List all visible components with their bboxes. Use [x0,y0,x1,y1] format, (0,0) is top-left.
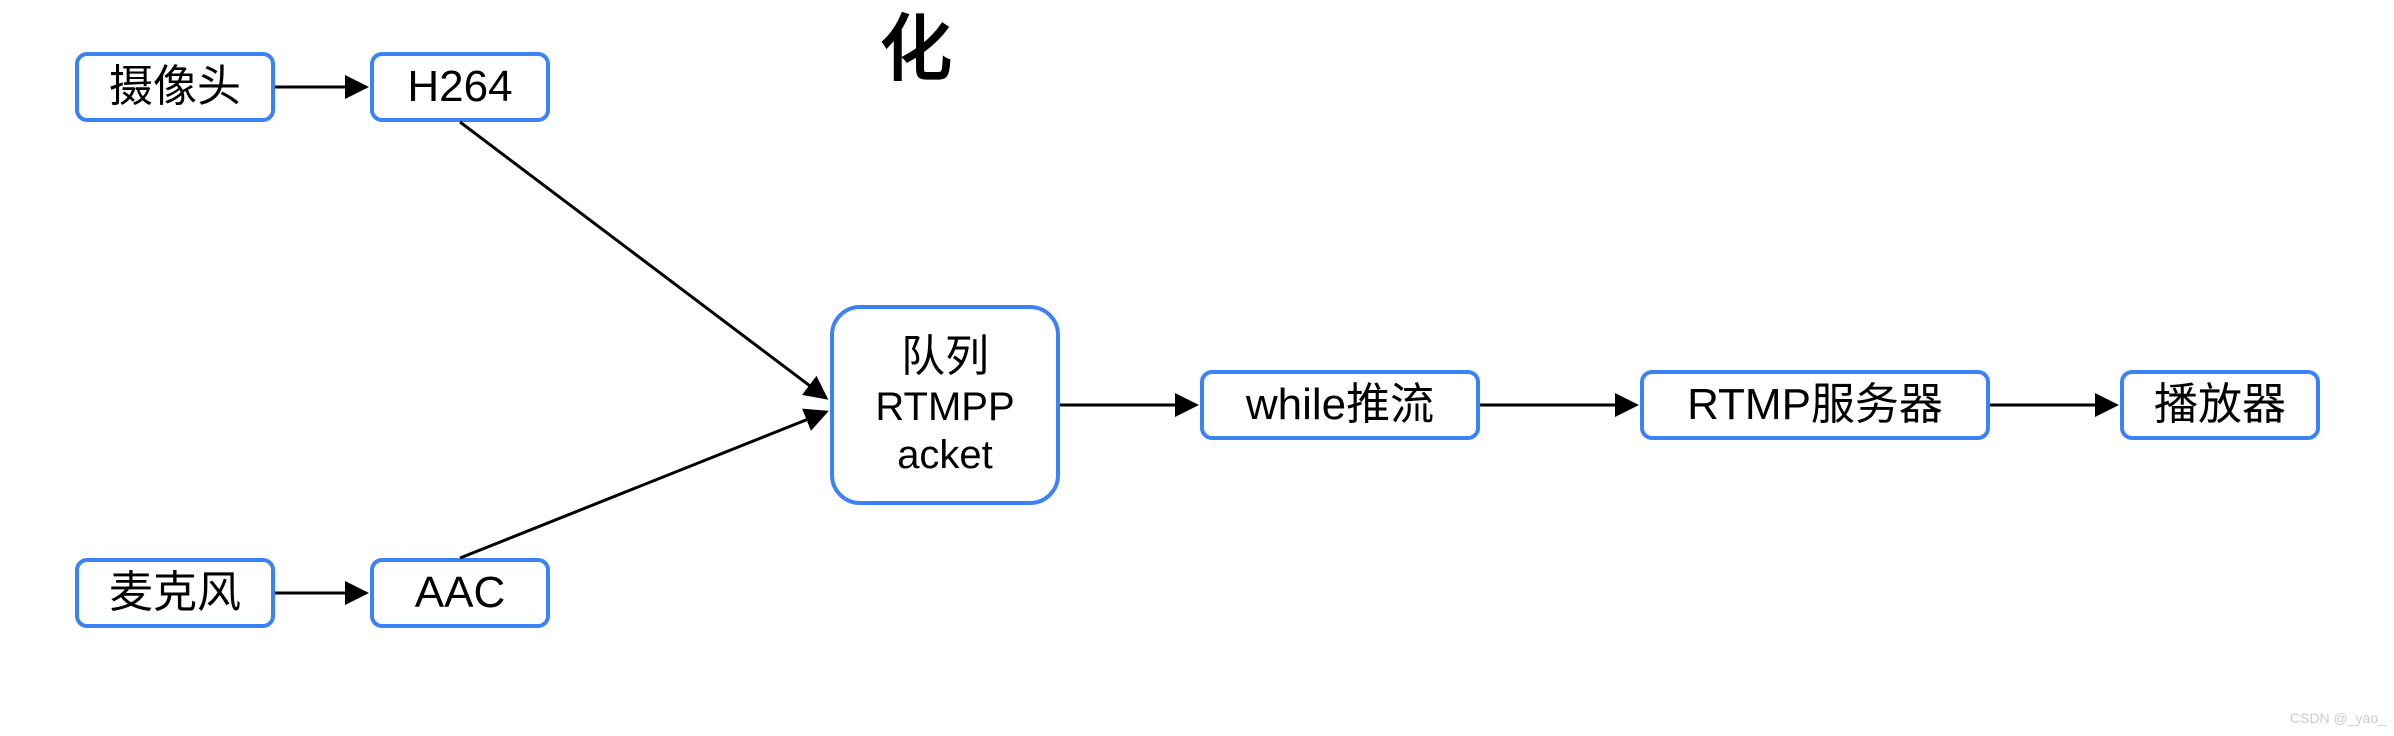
edge-aac-queue [460,412,826,558]
node-player-label: 播放器 [2154,379,2286,432]
node-camera-label: 摄像头 [109,61,241,114]
node-while-push: while推流 [1200,370,1480,440]
node-player: 播放器 [2120,370,2320,440]
edge-h264-queue [460,122,826,398]
node-aac-label: AAC [415,567,505,620]
node-mic-label: 麦克风 [109,567,241,620]
node-h264-label: H264 [407,61,512,114]
node-camera: 摄像头 [75,52,275,122]
partial-title: 化 [880,0,952,95]
node-while-push-label: while推流 [1246,379,1434,432]
node-queue: 队列 RTMPP acket [830,305,1060,505]
node-mic: 麦克风 [75,558,275,628]
watermark: CSDN @_yao_ [2290,710,2386,726]
arrows-layer [0,0,2394,736]
node-rtmp-server-label: RTMP服务器 [1687,379,1943,432]
node-rtmp-server: RTMP服务器 [1640,370,1990,440]
node-aac: AAC [370,558,550,628]
node-queue-line1: 队列 [901,331,989,384]
node-h264: H264 [370,52,550,122]
node-queue-line3: acket [897,431,993,479]
node-queue-line2: RTMPP [875,383,1014,431]
